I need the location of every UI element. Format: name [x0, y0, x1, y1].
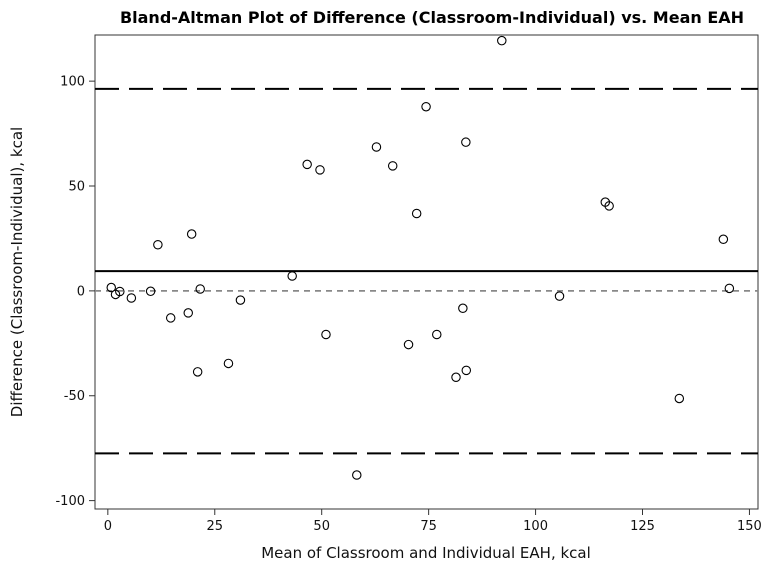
- y-tick-label: -100: [55, 494, 85, 509]
- data-point: [411, 208, 422, 219]
- data-point: [106, 282, 117, 293]
- data-point: [315, 165, 325, 175]
- data-point: [183, 308, 193, 318]
- x-tick-label: 0: [104, 519, 112, 534]
- data-point: [403, 339, 414, 350]
- data-point: [186, 229, 197, 239]
- data-point: [192, 367, 203, 377]
- x-axis-label: Mean of Classroom and Individual EAH, kc…: [261, 544, 591, 562]
- x-tick-label: 150: [737, 519, 762, 534]
- data-point: [451, 372, 461, 383]
- data-point: [718, 234, 729, 245]
- data-point: [165, 313, 176, 323]
- x-tick-label: 100: [523, 519, 548, 534]
- data-points: [106, 35, 735, 480]
- data-point: [461, 365, 472, 376]
- reference-lines: [95, 87, 758, 455]
- data-point: [461, 137, 471, 147]
- data-point: [145, 286, 156, 297]
- data-point: [302, 159, 312, 170]
- data-point: [674, 393, 685, 404]
- y-axis-ticks: -100 -50 0 50 100: [55, 75, 95, 509]
- data-point: [432, 329, 442, 340]
- data-point: [604, 201, 614, 211]
- data-point: [195, 284, 205, 294]
- data-point: [554, 291, 565, 301]
- y-tick-label: 100: [60, 75, 85, 90]
- data-point: [497, 35, 507, 46]
- data-point: [235, 295, 246, 305]
- data-point: [153, 239, 163, 250]
- x-tick-label: 50: [313, 519, 330, 534]
- chart-title: Bland-Altman Plot of Difference (Classro…: [120, 8, 744, 27]
- data-point: [458, 303, 468, 314]
- y-tick-label: 50: [68, 180, 85, 195]
- data-point: [421, 101, 431, 112]
- x-axis-ticks: 0 25 50 75 100 125 150: [104, 509, 762, 534]
- data-point: [371, 142, 382, 152]
- y-tick-label: -50: [64, 389, 85, 404]
- x-tick-label: 75: [420, 519, 437, 534]
- data-point: [387, 161, 398, 171]
- data-point: [352, 470, 362, 480]
- data-point: [115, 286, 125, 297]
- data-point: [223, 358, 234, 369]
- x-tick-label: 125: [630, 519, 655, 534]
- x-tick-label: 25: [206, 519, 223, 534]
- data-point: [126, 293, 137, 303]
- data-point: [287, 271, 297, 281]
- y-tick-label: 0: [77, 284, 85, 299]
- data-point: [724, 283, 735, 294]
- data-point: [321, 329, 331, 340]
- y-axis-label: Difference (Classroom-Individual), kcal: [8, 127, 26, 417]
